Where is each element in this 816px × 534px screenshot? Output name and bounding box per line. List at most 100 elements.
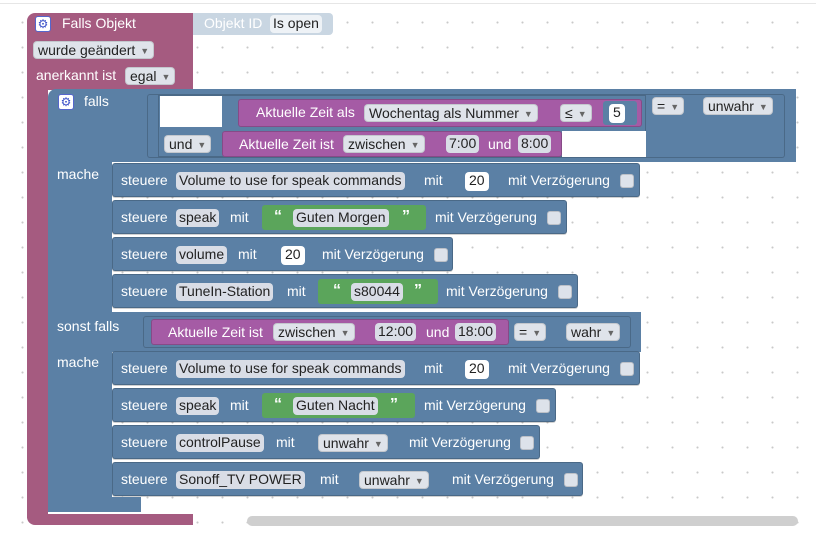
mit-label: mit — [424, 172, 443, 188]
mit-label: mit — [320, 471, 339, 487]
mit-label: mit — [424, 360, 443, 376]
bool-value-text: unwahr — [364, 472, 410, 488]
ack-dropdown-text: egal — [130, 68, 157, 84]
target-field[interactable]: Sonoff_TV POWER — [176, 471, 305, 489]
time-start[interactable]: 12:00 — [375, 323, 417, 341]
event-title: Falls Objekt — [62, 15, 136, 31]
quote-open-icon: “ — [274, 208, 282, 225]
between-dropdown-text: zwischen — [348, 136, 406, 152]
delay-label: mit Verzögerung — [446, 283, 548, 299]
and-word: und — [426, 324, 450, 340]
quote-open-icon: “ — [333, 282, 341, 299]
delay-checkbox[interactable] — [520, 436, 534, 450]
weekday-dropdown[interactable]: Wochentag als Nummer ▼ — [364, 104, 538, 122]
between-dropdown[interactable]: zwischen ▼ — [273, 323, 355, 341]
target-field[interactable]: Volume to use for speak commands — [176, 172, 405, 190]
target-field[interactable]: controlPause — [176, 434, 264, 452]
delay-checkbox[interactable] — [536, 399, 550, 413]
mit-label: mit — [230, 397, 249, 413]
delay-checkbox[interactable] — [547, 211, 561, 225]
bool-dropdown[interactable]: unwahr ▼ — [703, 97, 773, 115]
chevron-down-icon: ▼ — [410, 140, 420, 150]
chevron-down-icon: ▼ — [523, 109, 533, 119]
chevron-down-icon: ▼ — [373, 439, 383, 449]
ack-label: anerkannt ist — [36, 67, 117, 83]
between-dropdown-text: zwischen — [278, 324, 336, 340]
delay-label: mit Verzögerung — [508, 172, 610, 188]
target-field[interactable]: TuneIn-Station — [176, 283, 274, 301]
object-id-label: Objekt ID — [204, 15, 263, 31]
top-divider — [0, 3, 816, 4]
bool-dropdown-text: wahr — [571, 324, 602, 340]
event-block-footer — [27, 514, 193, 525]
delay-checkbox[interactable] — [620, 362, 634, 376]
chevron-down-icon: ▼ — [197, 140, 207, 150]
between-dropdown[interactable]: zwischen ▼ — [343, 135, 425, 153]
weekday-dropdown-text: Wochentag als Nummer — [369, 105, 519, 121]
delay-checkbox[interactable] — [564, 473, 578, 487]
target-field[interactable]: volume — [176, 246, 228, 264]
if-block-footer — [48, 497, 141, 512]
mit-label: mit — [276, 434, 295, 450]
target-field[interactable]: speak — [176, 209, 220, 227]
equals-text: = — [519, 324, 528, 340]
compare-op-dropdown[interactable]: ≤ ▼ — [560, 104, 592, 122]
time-is-label: Aktuelle Zeit ist — [168, 324, 263, 340]
chevron-down-icon: ▼ — [606, 328, 616, 338]
text-value[interactable]: s80044 — [351, 283, 403, 301]
text-value[interactable]: Guten Nacht — [293, 397, 378, 415]
bool-dropdown[interactable]: wahr ▼ — [566, 323, 621, 341]
delay-checkbox[interactable] — [558, 285, 572, 299]
number-value[interactable]: 5 — [609, 104, 625, 123]
delay-label: mit Verzögerung — [508, 360, 610, 376]
changed-dropdown[interactable]: wurde geändert ▼ — [33, 41, 155, 59]
and-dropdown[interactable]: und ▼ — [164, 135, 212, 153]
target-field[interactable]: speak — [176, 397, 220, 415]
text-value[interactable]: Guten Morgen — [293, 209, 389, 227]
ack-dropdown[interactable]: egal ▼ — [125, 67, 176, 85]
number-value[interactable]: 20 — [465, 172, 489, 191]
delay-label: mit Verzögerung — [409, 434, 511, 450]
steuere-label: steuere — [121, 397, 168, 413]
chevron-down-icon: ▼ — [414, 476, 424, 486]
bool-value-dropdown[interactable]: unwahr ▼ — [318, 434, 388, 452]
time-start[interactable]: 7:00 — [446, 135, 480, 153]
gear-icon[interactable]: ⚙ — [58, 94, 74, 110]
delay-checkbox[interactable] — [620, 174, 634, 188]
steuere-label: steuere — [121, 246, 168, 262]
mit-label: mit — [238, 246, 257, 262]
object-id-value[interactable]: Is open — [270, 15, 322, 33]
gear-icon[interactable]: ⚙ — [35, 16, 51, 32]
steuere-label: steuere — [121, 209, 168, 225]
delay-label: mit Verzögerung — [424, 397, 526, 413]
delay-label: mit Verzögerung — [322, 246, 424, 262]
time-end[interactable]: 8:00 — [518, 135, 552, 153]
quote-close-icon: ” — [390, 396, 398, 413]
time-end[interactable]: 18:00 — [455, 323, 497, 341]
equals-dropdown[interactable]: = ▼ — [514, 323, 547, 341]
time-as-label: Aktuelle Zeit als — [256, 104, 355, 120]
steuere-label: steuere — [121, 283, 168, 299]
chevron-down-icon: ▼ — [577, 109, 587, 119]
bool-value-dropdown[interactable]: unwahr ▼ — [359, 471, 429, 489]
time-is-label: Aktuelle Zeit ist — [239, 136, 334, 152]
number-value[interactable]: 20 — [465, 360, 489, 379]
delay-label: mit Verzögerung — [435, 209, 537, 225]
quote-open-icon: “ — [274, 396, 282, 413]
event-block-left-rail — [27, 88, 48, 518]
horizontal-scrollbar[interactable] — [247, 516, 798, 526]
mit-label: mit — [287, 283, 306, 299]
elseif-label: sonst falls — [57, 318, 120, 334]
chevron-down-icon: ▼ — [758, 102, 768, 112]
target-field[interactable]: Volume to use for speak commands — [176, 360, 405, 378]
equals-text: = — [657, 98, 666, 114]
equals-dropdown[interactable]: = ▼ — [652, 97, 685, 115]
steuere-label: steuere — [121, 172, 168, 188]
delay-label: mit Verzögerung — [452, 471, 554, 487]
delay-checkbox[interactable] — [434, 248, 448, 262]
changed-dropdown-text: wurde geändert — [38, 42, 136, 58]
then2-label: mache — [57, 354, 100, 370]
quote-close-icon: ” — [414, 282, 422, 299]
number-value[interactable]: 20 — [281, 246, 305, 265]
steuere-label: steuere — [121, 471, 168, 487]
